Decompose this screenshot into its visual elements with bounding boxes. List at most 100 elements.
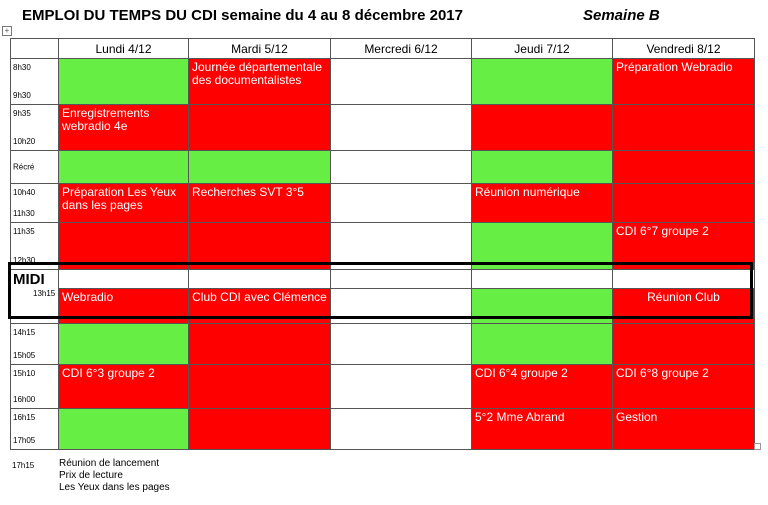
time-slot-row: 9h35 10h20 Enregistrements webradio 4e <box>10 104 755 151</box>
slot-end-time: 16h00 <box>13 395 36 404</box>
slot-end-time: 9h30 <box>13 91 31 100</box>
day-header: Vendredi 8/12 <box>612 38 755 59</box>
schedule-cell[interactable] <box>471 288 613 324</box>
slot-start-time: 15h10 <box>13 369 36 378</box>
time-cell: 16h15 17h05 <box>10 408 59 450</box>
schedule-cell[interactable]: Club CDI avec Clémence <box>188 288 331 324</box>
schedule-cell[interactable] <box>612 150 755 184</box>
schedule-cell[interactable]: Réunion numérique <box>471 183 613 223</box>
schedule-cell[interactable]: Réunion Club <box>612 288 755 324</box>
activity-label: Réunion Club <box>647 290 720 304</box>
midi-label: MIDI <box>13 271 45 288</box>
time-cell: 14h15 15h05 <box>10 323 59 365</box>
schedule-cell[interactable]: Préparation Webradio <box>612 58 755 105</box>
week-label: Semaine B <box>583 7 660 24</box>
footer-note: Réunion de lancement <box>59 458 160 469</box>
slot-start-time: 14h15 <box>13 328 36 337</box>
schedule-cell[interactable] <box>188 323 331 365</box>
schedule-cell[interactable] <box>58 323 189 365</box>
time-slot-row: 11h35 12h30 CDI 6°7 groupe 2 <box>10 222 755 270</box>
slot-start-time: 11h35 <box>13 227 35 236</box>
page-title: EMPLOI DU TEMPS DU CDI semaine du 4 au 8… <box>22 7 463 24</box>
schedule-cell[interactable] <box>330 222 472 270</box>
schedule-cell[interactable] <box>58 58 189 105</box>
schedule-cell[interactable] <box>612 183 755 223</box>
midi-blank-cell <box>471 269 613 289</box>
time-cell: 10h40 11h30 <box>10 183 59 223</box>
schedule-cell[interactable] <box>471 150 613 184</box>
midi-time: 13h15 <box>33 289 56 298</box>
schedule-cell[interactable]: Webradio <box>58 288 189 324</box>
day-header: Lundi 4/12 <box>58 38 189 59</box>
slot-start-time: 8h30 <box>13 63 31 72</box>
schedule-cell[interactable] <box>330 288 472 324</box>
table-resize-handle[interactable] <box>754 443 761 450</box>
schedule-cell[interactable] <box>58 150 189 184</box>
schedule-cell[interactable] <box>330 150 472 184</box>
schedule-cell[interactable] <box>188 104 331 151</box>
schedule-cell[interactable] <box>330 323 472 365</box>
footer-time: 17h15 <box>12 461 35 470</box>
day-header: Jeudi 7/12 <box>471 38 613 59</box>
midi-cell: MIDI 13h15 <box>10 269 59 324</box>
time-cell: Récré <box>10 150 59 184</box>
schedule-cell[interactable] <box>188 408 331 450</box>
schedule-cell[interactable]: Recherches SVT 3°5 <box>188 183 331 223</box>
midi-blank-cell <box>188 269 331 289</box>
slot-end-time: 15h05 <box>13 351 36 360</box>
activity-label: Webradio <box>62 290 114 304</box>
table-move-handle-icon[interactable]: + <box>2 26 12 36</box>
slot-start-time: 10h40 <box>13 188 36 197</box>
schedule-cell[interactable] <box>188 150 331 184</box>
activity-label: CDI 6°8 groupe 2 <box>616 366 709 380</box>
time-slot-row: 8h30 9h30 Journée départementale des docum… <box>10 58 755 105</box>
schedule-cell[interactable] <box>471 104 613 151</box>
schedule-cell[interactable]: CDI 6°4 groupe 2 <box>471 364 613 409</box>
slot-end-time: 17h05 <box>13 436 36 445</box>
activity-label: Préparation Les Yeux dans les pages <box>62 185 177 212</box>
day-header-row: Lundi 4/12 Mardi 5/12 Mercredi 6/12 Jeud… <box>10 38 755 59</box>
schedule-cell[interactable]: 5°2 Mme Abrand <box>471 408 613 450</box>
schedule-cell[interactable]: Préparation Les Yeux dans les pages <box>58 183 189 223</box>
time-slot-row: 10h40 11h30 Préparation Les Yeux dans les … <box>10 183 755 223</box>
schedule-cell[interactable] <box>471 222 613 270</box>
activity-label: Journée départementale des documentalist… <box>192 60 323 87</box>
activity-label: 5°2 Mme Abrand <box>475 410 565 424</box>
schedule-cell[interactable]: Enregistrements webradio 4e <box>58 104 189 151</box>
midi-top-row: MIDI 13h15 <box>10 269 755 324</box>
slot-start-time: 16h15 <box>13 413 36 422</box>
schedule-cell[interactable] <box>330 104 472 151</box>
schedule-cell[interactable] <box>471 58 613 105</box>
schedule-cell[interactable]: Journée départementale des documentalist… <box>188 58 331 105</box>
schedule-cell[interactable] <box>188 222 331 270</box>
time-slot-row: Récré <box>10 150 755 184</box>
footer-notes: Réunion de lancement Prix de lecture Les… <box>59 458 170 494</box>
time-cell: 9h35 10h20 <box>10 104 59 151</box>
schedule-cell[interactable] <box>330 408 472 450</box>
schedule-cell[interactable] <box>330 183 472 223</box>
schedule-cell[interactable] <box>58 222 189 270</box>
midi-blank-cell <box>58 269 189 289</box>
time-cell: 15h10 16h00 <box>10 364 59 409</box>
schedule-cell[interactable]: Gestion <box>612 408 755 450</box>
schedule-cell[interactable] <box>58 408 189 450</box>
activity-label: CDI 6°4 groupe 2 <box>475 366 568 380</box>
activity-label: Préparation Webradio <box>616 60 733 74</box>
time-cell: 11h35 12h30 <box>10 222 59 270</box>
schedule-cell[interactable]: CDI 6°7 groupe 2 <box>612 222 755 270</box>
corner-cell <box>10 38 59 59</box>
schedule-cell[interactable]: CDI 6°3 groupe 2 <box>58 364 189 409</box>
time-slot-row: 16h15 17h05 5°2 Mme Abrand Gestion <box>10 408 755 450</box>
footer-note: Les Yeux dans les pages <box>59 482 170 493</box>
day-header: Mardi 5/12 <box>188 38 331 59</box>
activity-label: Réunion numérique <box>475 185 580 199</box>
schedule-cell[interactable]: CDI 6°8 groupe 2 <box>612 364 755 409</box>
schedule-cell[interactable] <box>471 323 613 365</box>
schedule-cell[interactable] <box>612 104 755 151</box>
schedule-cell[interactable] <box>612 323 755 365</box>
time-slot-row: 15h10 16h00 CDI 6°3 groupe 2 CDI 6°4 groupe… <box>10 364 755 409</box>
time-slot-row: 14h15 15h05 <box>10 323 755 365</box>
schedule-cell[interactable] <box>188 364 331 409</box>
schedule-cell[interactable] <box>330 58 472 105</box>
schedule-cell[interactable] <box>330 364 472 409</box>
